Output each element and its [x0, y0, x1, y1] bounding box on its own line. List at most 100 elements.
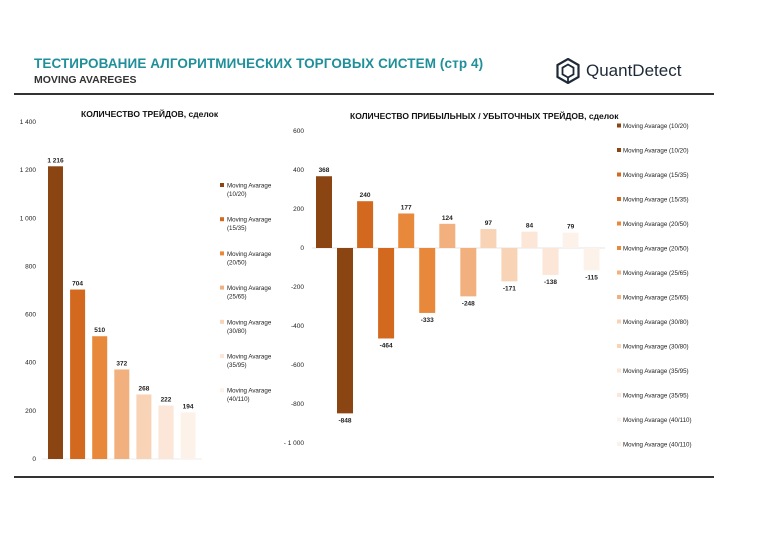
chart1-title: КОЛИЧЕСТВО ТРЕЙДОВ, сделок — [81, 108, 219, 119]
chart1-bar — [48, 166, 63, 459]
chart1-legend-label: (30/80) — [227, 328, 247, 335]
chart2-legend-label: Moving Avarage (30/80) — [623, 319, 689, 326]
chart2-bar-loss — [501, 248, 518, 282]
chart2-bar-profit — [357, 201, 374, 248]
chart2-legend-swatch — [617, 295, 621, 299]
chart1-legend-label: Moving Avarage — [227, 251, 272, 258]
header-divider — [14, 93, 714, 95]
chart2-data-label: -333 — [421, 317, 434, 324]
page-title: ТЕСТИРОВАНИЕ АЛГОРИТМИЧЕСКИХ ТОРГОВЫХ СИ… — [34, 56, 484, 71]
chart2-legend-label: Moving Avarage (20/50) — [623, 246, 689, 253]
chart2-data-label: 124 — [442, 215, 453, 222]
chart2-legend-swatch — [617, 246, 621, 250]
chart2-y-tick: 600 — [293, 128, 304, 135]
chart1-legend-swatch — [220, 354, 224, 358]
chart1-data-label: 704 — [72, 281, 83, 288]
chart1-data-label: 510 — [94, 327, 105, 334]
chart2-bar-loss — [378, 248, 395, 339]
chart1-data-label: 268 — [138, 385, 149, 392]
chart1-legend-label: Moving Avarage — [227, 285, 272, 292]
chart2-data-label: 97 — [485, 220, 493, 227]
chart1-legend-label: (35/95) — [227, 362, 247, 369]
chart1-bar — [180, 412, 196, 459]
quantdetect-logo-icon — [556, 58, 580, 84]
chart2-legend-swatch — [617, 344, 621, 348]
chart2-legend-swatch — [617, 148, 621, 152]
chart2-y-tick: -200 — [291, 284, 304, 291]
chart2-legend-swatch — [617, 270, 621, 275]
chart2-bar-profit — [562, 232, 579, 248]
chart1-legend-swatch — [220, 251, 224, 256]
chart2-legend-label: Moving Avarage (10/20) — [623, 148, 689, 155]
chart2-data-label: -138 — [544, 279, 557, 286]
chart1-bar — [158, 405, 174, 459]
chart2-legend-label: Moving Avarage (15/35) — [623, 172, 689, 179]
chart1-y-tick: 1 000 — [20, 215, 37, 222]
chart1-bar — [136, 394, 152, 459]
chart1-y-tick: 1 200 — [20, 167, 37, 174]
chart1-data-label: 222 — [161, 397, 172, 404]
chart2-legend-swatch — [617, 197, 621, 201]
chart2-bar-profit — [439, 223, 456, 248]
chart2-legend-label: Moving Avarage (25/65) — [623, 295, 689, 302]
chart1-legend-swatch — [220, 388, 224, 393]
chart1-y-tick: 600 — [25, 312, 36, 319]
chart2-y-tick: - 1 000 — [284, 440, 305, 447]
chart2-bar-profit — [316, 176, 332, 248]
chart1-legend-label: Moving Avarage — [227, 319, 272, 326]
chart1-legend-label: (40/110) — [227, 396, 250, 403]
chart1-data-label: 1 216 — [47, 157, 64, 164]
chart2-legend-label: Moving Avarage (30/80) — [623, 344, 689, 351]
chart2-legend-swatch — [617, 417, 621, 422]
chart1: 0 200 400 600 800 1 000 1 200 1 400 1 216 704 510 3… — [20, 119, 272, 463]
chart1-data-label: 194 — [183, 403, 194, 410]
chart2: - 1 000 -800 -600 -400 -200 0 200 400 600 368 240 1… — [284, 123, 692, 449]
chart1-y-tick: 400 — [25, 360, 36, 367]
chart2-bar-loss — [542, 248, 559, 275]
chart2-data-label: 177 — [401, 204, 412, 211]
chart2-data-label: -848 — [338, 417, 351, 424]
chart2-title: КОЛИЧЕСТВО ПРИБЫЛЬНЫХ / УБЫТОЧНЫХ ТРЕЙДО… — [350, 110, 619, 121]
chart2-y-tick: -800 — [291, 401, 304, 408]
chart1-legend-label: (20/50) — [227, 259, 247, 266]
chart2-legend-swatch — [617, 393, 621, 397]
chart1-legend-swatch — [220, 285, 224, 290]
chart2-legend-swatch — [617, 319, 621, 324]
chart2-bar-loss — [460, 248, 477, 297]
chart2-y-tick: 200 — [293, 206, 304, 213]
chart2-legend-label: Moving Avarage (35/95) — [623, 368, 689, 375]
chart1-legend-label: Moving Avarage — [227, 388, 272, 395]
chart2-data-label: 368 — [319, 167, 330, 174]
chart2-legend-label: Moving Avarage (40/110) — [623, 442, 692, 449]
page-subtitle: MOVING AVAREGES — [34, 74, 137, 86]
chart1-legend-label: Moving Avarage — [227, 354, 272, 361]
logo: QuantDetect — [556, 58, 681, 84]
chart1-bar — [70, 289, 86, 459]
chart2-legend-label: Moving Avarage (20/50) — [623, 221, 689, 228]
chart1-legend-label: (15/35) — [227, 225, 247, 232]
footer-divider — [14, 476, 714, 478]
chart1-y-tick: 800 — [25, 263, 36, 270]
chart1-legend-swatch — [220, 183, 224, 187]
chart1-legend-label: Moving Avarage — [227, 217, 272, 224]
chart2-legend-swatch — [617, 123, 621, 128]
chart1-bar — [114, 369, 130, 459]
chart1-legend-label: (25/65) — [227, 294, 247, 301]
chart1-y-tick: 0 — [32, 456, 36, 463]
chart2-legend-swatch — [617, 442, 621, 446]
chart2-bar-profit — [398, 213, 415, 248]
chart1-legend-swatch — [220, 319, 224, 324]
chart2-y-tick: 400 — [293, 167, 304, 174]
chart2-data-label: -115 — [585, 274, 598, 281]
chart2-legend-swatch — [617, 172, 621, 177]
chart1-y-tick: 1 400 — [20, 119, 37, 126]
chart1-legend-label: (10/20) — [227, 191, 247, 198]
chart2-bar-loss — [419, 248, 436, 313]
chart2-data-label: -248 — [462, 300, 475, 307]
chart2-y-tick: -600 — [291, 362, 304, 369]
chart2-bar-profit — [480, 229, 497, 248]
chart2-legend-swatch — [617, 221, 621, 226]
chart2-data-label: -171 — [503, 285, 516, 292]
chart2-legend-label: Moving Avarage (10/20) — [623, 123, 689, 130]
chart2-data-label: 84 — [526, 223, 534, 230]
